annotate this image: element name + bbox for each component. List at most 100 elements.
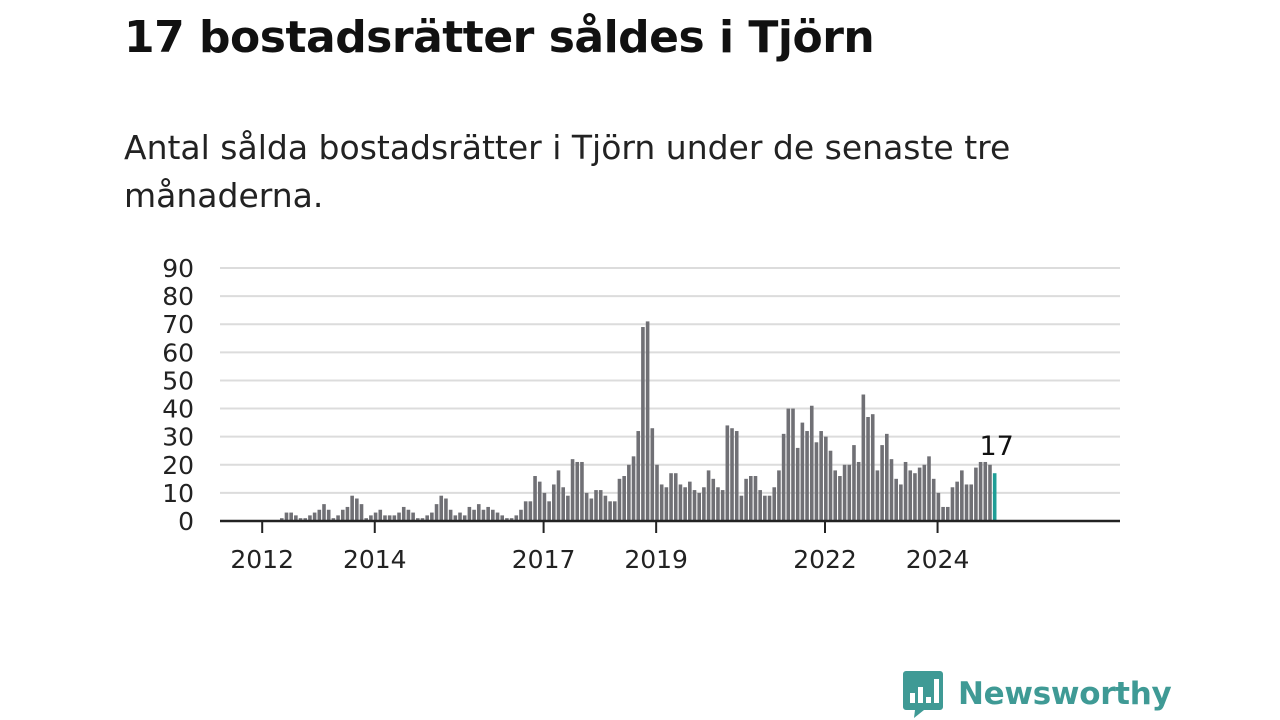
bar [730, 428, 734, 521]
bar [725, 425, 730, 521]
bar [669, 473, 673, 521]
chart-subtitle: Antal sålda bostadsrätter i Tjörn under … [124, 128, 1011, 215]
bar [584, 492, 589, 521]
bar [355, 498, 359, 521]
bar [692, 490, 697, 521]
bar [842, 464, 847, 521]
bar [444, 498, 448, 521]
bar [317, 509, 322, 521]
bar [326, 509, 331, 521]
bar [838, 476, 842, 521]
x-tick-label: 2017 [512, 545, 576, 574]
bar [814, 442, 819, 521]
bar [336, 515, 340, 521]
bar [866, 416, 870, 521]
bar [458, 512, 462, 521]
bar [509, 518, 514, 521]
bar [312, 512, 317, 521]
bar [753, 476, 758, 521]
bar [945, 506, 950, 521]
newsworthy-logo-icon [903, 671, 943, 718]
bar [960, 470, 964, 521]
bar [711, 478, 716, 521]
bar [608, 501, 612, 521]
y-tick-label: 70 [162, 310, 194, 339]
bar [359, 504, 364, 521]
bar [795, 447, 800, 521]
bar [936, 492, 941, 521]
bar [491, 509, 495, 521]
bar [673, 473, 678, 521]
bar [308, 515, 312, 521]
bar [495, 512, 500, 521]
y-tick-label: 90 [162, 254, 194, 283]
bar [331, 518, 336, 521]
bar-highlight [992, 473, 997, 521]
bar [763, 495, 767, 521]
bar [894, 478, 898, 521]
bar [439, 495, 444, 521]
bar [612, 501, 617, 521]
bar [875, 470, 880, 521]
bar [927, 456, 931, 521]
bar [411, 512, 415, 521]
data-label-last: 17 [979, 431, 1013, 462]
bar [861, 394, 866, 521]
bar [955, 481, 959, 521]
bar [913, 473, 917, 521]
bar [964, 484, 969, 521]
bar [636, 431, 641, 521]
x-tick-label: 2022 [793, 545, 857, 574]
bar [397, 512, 401, 521]
bar [917, 467, 922, 521]
bar [903, 461, 908, 521]
bar [570, 459, 575, 521]
bar [373, 512, 378, 521]
chart-title: 17 bostadsrätter såldes i Tjörn [124, 12, 875, 63]
bar [856, 461, 861, 521]
bar [664, 487, 669, 521]
bar [416, 518, 420, 521]
bar [566, 495, 570, 521]
bar [744, 478, 748, 521]
bar [734, 431, 739, 521]
bar [800, 422, 805, 521]
bar [767, 495, 772, 521]
bar [880, 445, 884, 521]
bar [908, 470, 913, 521]
bar [969, 484, 974, 521]
bar [645, 321, 650, 521]
y-tick-label: 10 [162, 479, 194, 508]
bar [486, 506, 490, 521]
bar [941, 506, 945, 521]
y-tick-label: 40 [162, 395, 194, 424]
bar [983, 461, 988, 521]
bar [847, 464, 852, 521]
bar [833, 470, 838, 521]
bar [378, 509, 383, 521]
bar [519, 509, 523, 521]
bar [870, 414, 875, 521]
bar [622, 476, 626, 521]
bar [434, 504, 439, 521]
bar [340, 509, 345, 521]
bar [702, 487, 706, 521]
bar [716, 487, 720, 521]
bar [322, 504, 326, 521]
bar [392, 515, 397, 521]
bar [303, 518, 308, 521]
bar [678, 484, 683, 521]
x-axis: 2012 2014 2017 2019 2022 2024 [220, 519, 1120, 574]
bar [819, 431, 823, 521]
bar [448, 509, 453, 521]
bar [401, 506, 406, 521]
bar [739, 495, 744, 521]
bar [617, 478, 622, 521]
bar [706, 470, 711, 521]
x-tick-label: 2024 [906, 545, 970, 574]
bar [523, 501, 528, 521]
bar [852, 445, 856, 521]
bar [922, 464, 927, 521]
